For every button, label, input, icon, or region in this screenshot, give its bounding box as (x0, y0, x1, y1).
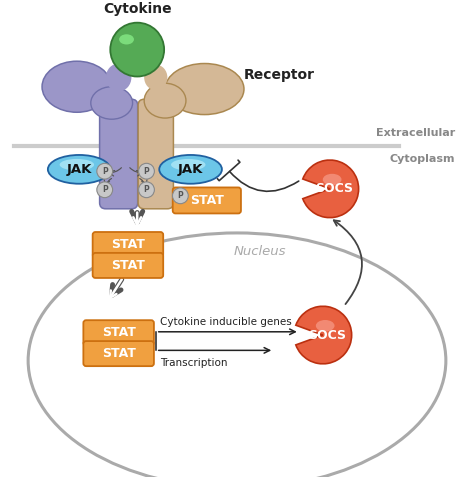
Text: Cytokine: Cytokine (103, 2, 172, 16)
Circle shape (110, 22, 164, 76)
FancyBboxPatch shape (92, 253, 163, 278)
Circle shape (97, 182, 113, 198)
Ellipse shape (171, 159, 206, 171)
Text: P: P (102, 185, 108, 194)
Text: STAT: STAT (190, 194, 224, 207)
Ellipse shape (144, 65, 167, 90)
FancyBboxPatch shape (100, 99, 137, 209)
Ellipse shape (165, 64, 244, 115)
Ellipse shape (42, 61, 112, 112)
FancyBboxPatch shape (173, 187, 241, 214)
Circle shape (173, 188, 188, 204)
Text: P: P (177, 191, 183, 200)
Text: JAK: JAK (178, 163, 203, 176)
Wedge shape (296, 306, 352, 364)
FancyBboxPatch shape (83, 320, 154, 345)
Text: Extracellular: Extracellular (376, 128, 455, 138)
Circle shape (138, 163, 155, 179)
Text: Receptor: Receptor (244, 68, 315, 82)
Text: STAT: STAT (111, 259, 145, 272)
Wedge shape (303, 160, 359, 217)
Ellipse shape (106, 64, 131, 91)
Text: Transcription: Transcription (160, 358, 228, 368)
Ellipse shape (144, 83, 186, 118)
Circle shape (97, 163, 113, 179)
Ellipse shape (159, 155, 222, 184)
Text: SOCS: SOCS (309, 328, 346, 342)
Circle shape (138, 182, 155, 198)
Ellipse shape (91, 87, 133, 119)
FancyBboxPatch shape (138, 99, 173, 209)
Text: STAT: STAT (102, 326, 136, 339)
Text: Cytokine inducible genes: Cytokine inducible genes (160, 317, 292, 327)
Text: Cytoplasm: Cytoplasm (390, 154, 455, 164)
Ellipse shape (60, 159, 94, 171)
Text: SOCS: SOCS (316, 182, 354, 196)
Ellipse shape (48, 155, 110, 184)
Text: P: P (144, 185, 149, 194)
Text: P: P (144, 167, 149, 176)
FancyBboxPatch shape (92, 232, 163, 257)
Ellipse shape (316, 320, 335, 332)
Text: P: P (102, 167, 108, 176)
Text: STAT: STAT (102, 347, 136, 360)
FancyBboxPatch shape (83, 341, 154, 366)
Text: Nucleus: Nucleus (234, 245, 286, 258)
Text: JAK: JAK (66, 163, 92, 176)
Ellipse shape (323, 174, 341, 185)
Text: STAT: STAT (111, 238, 145, 251)
Ellipse shape (119, 34, 134, 44)
